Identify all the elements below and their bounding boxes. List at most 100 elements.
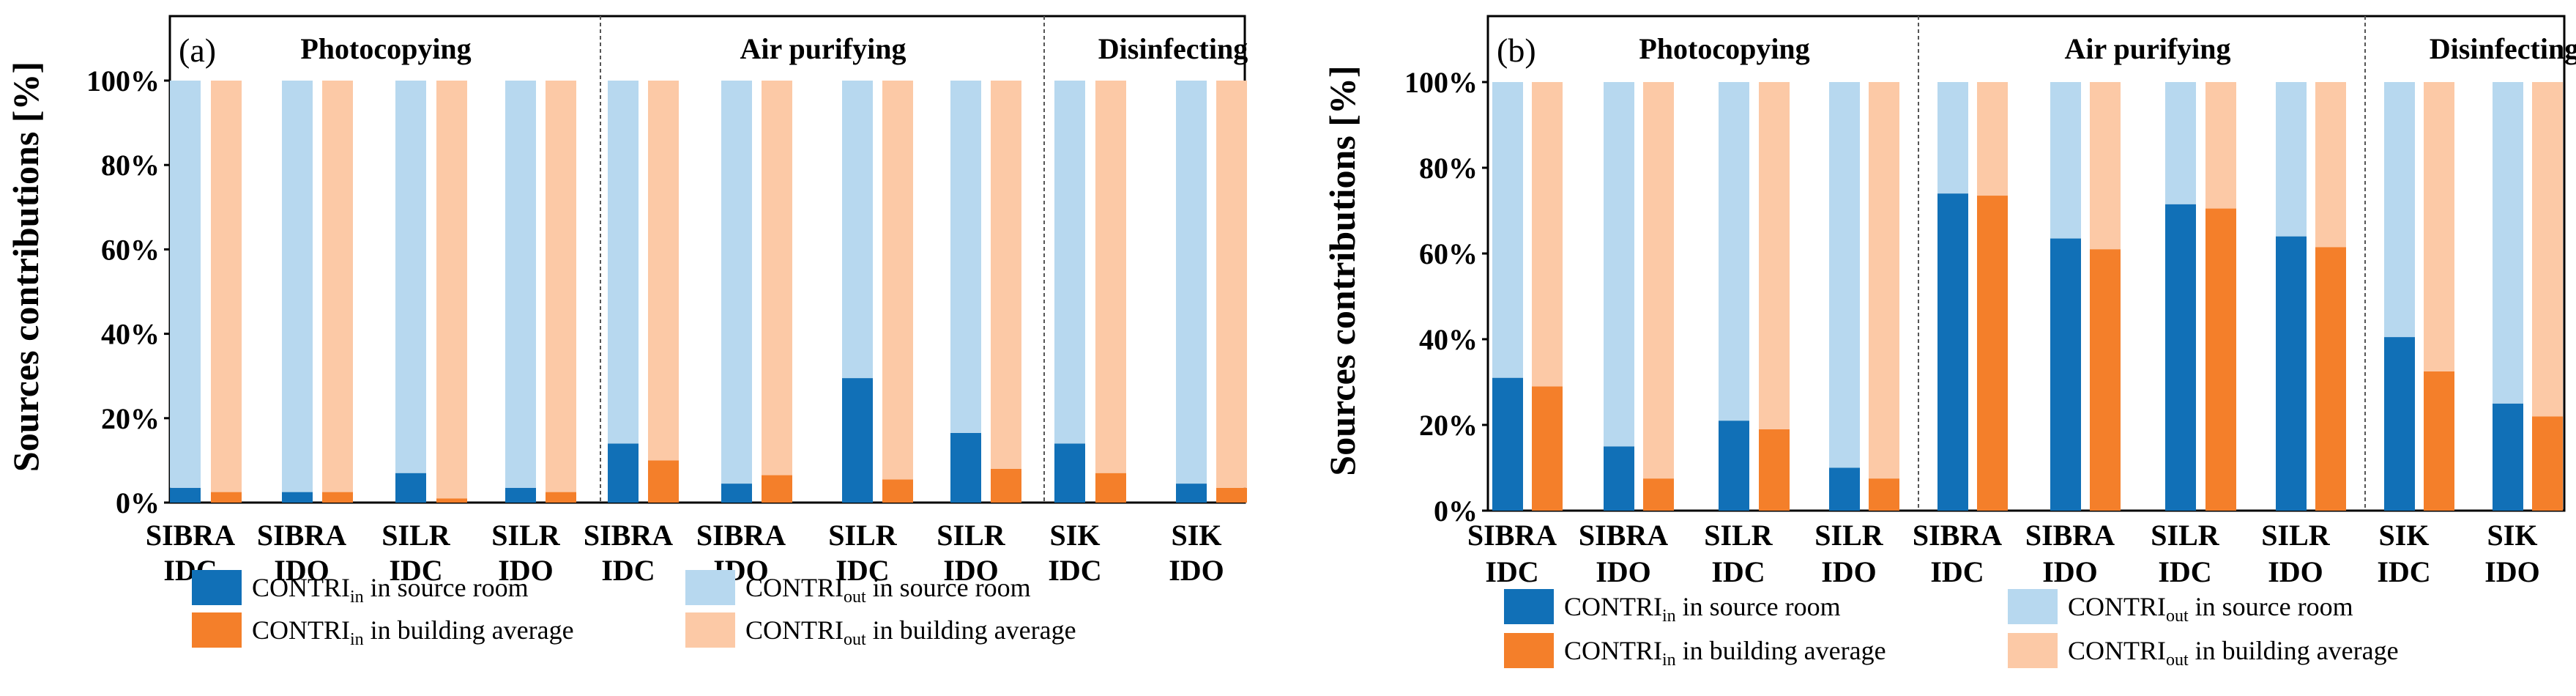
legend-label-subscript: in — [1662, 651, 1676, 670]
bar-out-source-room — [842, 81, 873, 379]
bar-in-source-room — [282, 492, 313, 503]
bar-in-source-room — [1937, 193, 1968, 511]
bar-out-building-average — [1759, 82, 1790, 429]
bar-in-source-room — [1719, 421, 1749, 511]
y-tick-label: 60% — [101, 233, 160, 266]
legend-label-rest: in source room — [1676, 592, 1841, 621]
legend-swatch-out-source — [2008, 589, 2058, 624]
bar-out-source-room — [1604, 82, 1634, 447]
bar-in-building-average — [546, 492, 576, 503]
bar-in-source-room — [2165, 204, 2196, 511]
bar-out-source-room — [1719, 82, 1749, 421]
bar-out-building-average — [1977, 82, 2008, 196]
bar-out-building-average — [2532, 82, 2563, 417]
bar-in-source-room — [505, 487, 536, 503]
bar-out-source-room — [2493, 82, 2523, 404]
x-tick-label: IDO — [2484, 555, 2540, 588]
bar-out-source-room — [608, 81, 639, 444]
x-tick-label: SIBRA — [2025, 519, 2115, 552]
x-tick-label: SILR — [1704, 519, 1773, 552]
x-tick-label: IDC — [1048, 554, 1101, 587]
legend-swatch-in-building — [1504, 633, 1554, 668]
panel-label: (b) — [1497, 32, 1536, 69]
legend-label-in-building: CONTRIin in building average — [1564, 636, 1886, 670]
legend-swatch-in-source — [192, 570, 242, 605]
bar-in-source-room — [2493, 403, 2523, 511]
legend-swatch-out-building — [2008, 633, 2058, 668]
y-tick-label: 40% — [1419, 323, 1478, 356]
panel-label: (a) — [179, 32, 216, 69]
x-tick-label: SIBRA — [584, 519, 673, 552]
x-tick-label: IDC — [835, 554, 889, 587]
legend-label-out-source: CONTRIout in source room — [2068, 592, 2353, 626]
bar-in-building-average — [436, 498, 467, 503]
bar-out-building-average — [1532, 82, 1563, 387]
x-tick-label: SIBRA — [1579, 519, 1668, 552]
x-tick-label: IDC — [1711, 555, 1765, 588]
group-label: Air purifying — [2064, 32, 2230, 65]
x-tick-label: SILR — [828, 519, 897, 552]
group-label: Photocopying — [1639, 32, 1809, 65]
bar-in-source-room — [950, 432, 981, 503]
bar-out-building-average — [991, 81, 1021, 469]
bar-out-building-average — [211, 81, 242, 492]
x-tick-label: IDC — [1485, 555, 1538, 588]
bar-out-source-room — [395, 81, 426, 473]
bar-out-building-average — [1869, 82, 1899, 479]
x-tick-label: IDO — [1169, 554, 1224, 587]
y-tick-label: 0% — [116, 486, 160, 519]
bar-in-building-average — [2424, 371, 2454, 511]
bar-out-building-average — [436, 81, 467, 499]
legend-label-subscript: out — [844, 630, 866, 649]
bar-in-building-average — [322, 492, 353, 503]
bar-in-building-average — [2090, 249, 2121, 511]
legend-label-subscript: out — [2166, 651, 2189, 670]
bar-out-source-room — [170, 81, 201, 488]
x-tick-label: IDC — [601, 554, 655, 587]
bar-in-building-average — [211, 492, 242, 503]
bar-out-building-average — [2205, 82, 2236, 209]
bar-in-building-average — [1869, 478, 1899, 511]
bar-in-building-average — [1532, 386, 1563, 511]
bar-out-building-average — [648, 81, 679, 461]
x-tick-label: SIK — [2487, 519, 2538, 552]
bar-in-source-room — [608, 443, 639, 503]
legend-label-base: CONTRI — [1564, 636, 1662, 665]
bar-in-building-average — [762, 475, 792, 503]
x-tick-label: SIK — [1172, 519, 1222, 552]
bar-out-source-room — [1829, 82, 1860, 468]
x-tick-label: IDO — [1821, 555, 1877, 588]
legend-label-out-source: CONTRIout in source room — [745, 573, 1031, 607]
legend-label-base: CONTRI — [1564, 592, 1662, 621]
bar-out-source-room — [1054, 81, 1085, 444]
bar-out-source-room — [950, 81, 981, 433]
y-tick-label: 80% — [1419, 152, 1478, 185]
legend-label-base: CONTRI — [2068, 636, 2166, 665]
y-axis-label: Sources contributions [%] — [5, 62, 46, 472]
x-tick-label: IDO — [1596, 555, 1651, 588]
legend-label-base: CONTRI — [2068, 592, 2166, 621]
x-tick-label: IDC — [2158, 555, 2211, 588]
legend-label-base: CONTRI — [745, 573, 844, 602]
legend-label-base: CONTRI — [745, 615, 844, 645]
legend-label-rest: in building average — [2189, 636, 2399, 665]
bar-in-source-room — [1604, 446, 1634, 511]
x-tick-label: IDO — [498, 554, 554, 587]
legend-label-base: CONTRI — [252, 615, 350, 645]
x-tick-label: SIBRA — [1913, 519, 2002, 552]
y-tick-label: 100% — [1404, 66, 1478, 99]
x-tick-label: SILR — [2261, 519, 2330, 552]
y-tick-label: 0% — [1434, 495, 1478, 527]
bar-in-building-average — [1643, 478, 1674, 511]
bar-in-source-room — [2050, 238, 2081, 511]
y-tick-label: 100% — [86, 64, 160, 97]
legend-label-subscript: in — [1662, 607, 1676, 626]
bar-in-building-average — [1216, 487, 1247, 503]
legend-label-in-source: CONTRIin in source room — [1564, 592, 1841, 626]
x-tick-label: SILR — [2151, 519, 2219, 552]
bar-out-building-average — [2090, 82, 2121, 250]
x-tick-label: SIK — [1050, 519, 1101, 552]
x-tick-label: SIBRA — [1467, 519, 1557, 552]
